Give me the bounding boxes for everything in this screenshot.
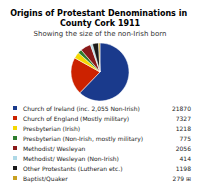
svg-text:Showing the size of the non-Ir: Showing the size of the non-Irish born bbox=[34, 30, 167, 38]
svg-text:Church of Ireland (inc. 2,055: Church of Ireland (inc. 2,055 Non-Irish) bbox=[23, 105, 140, 112]
svg-text:Church of England (Mostly mili: Church of England (Mostly military) bbox=[23, 115, 129, 123]
svg-text:Methodist/ Wesleyan: Methodist/ Wesleyan bbox=[23, 145, 86, 153]
svg-text:1198: 1198 bbox=[176, 165, 191, 172]
svg-text:Presbyterian (Non-Irish, mostl: Presbyterian (Non-Irish, mostly military… bbox=[23, 135, 143, 143]
svg-text:Origins of Protestant Denomina: Origins of Protestant Denominations in bbox=[10, 9, 190, 18]
svg-text:775: 775 bbox=[180, 135, 192, 142]
svg-text:2056: 2056 bbox=[176, 145, 191, 152]
svg-text:Presbyterian (Irish): Presbyterian (Irish) bbox=[23, 125, 80, 133]
svg-text:414: 414 bbox=[180, 155, 192, 162]
svg-text:1218: 1218 bbox=[176, 125, 191, 132]
svg-text:Methodist/ Wesleyan (Non-Irish: Methodist/ Wesleyan (Non-Irish) bbox=[23, 155, 119, 163]
svg-text:21870: 21870 bbox=[172, 105, 191, 112]
svg-text:County Cork 1911: County Cork 1911 bbox=[60, 19, 141, 28]
svg-text:279 ⊞: 279 ⊞ bbox=[173, 175, 191, 182]
svg-text:Other Protestants (Lutheran et: Other Protestants (Lutheran etc.) bbox=[23, 165, 123, 172]
svg-text:Baptist/Quaker: Baptist/Quaker bbox=[23, 175, 68, 183]
svg-text:7327: 7327 bbox=[176, 115, 191, 122]
